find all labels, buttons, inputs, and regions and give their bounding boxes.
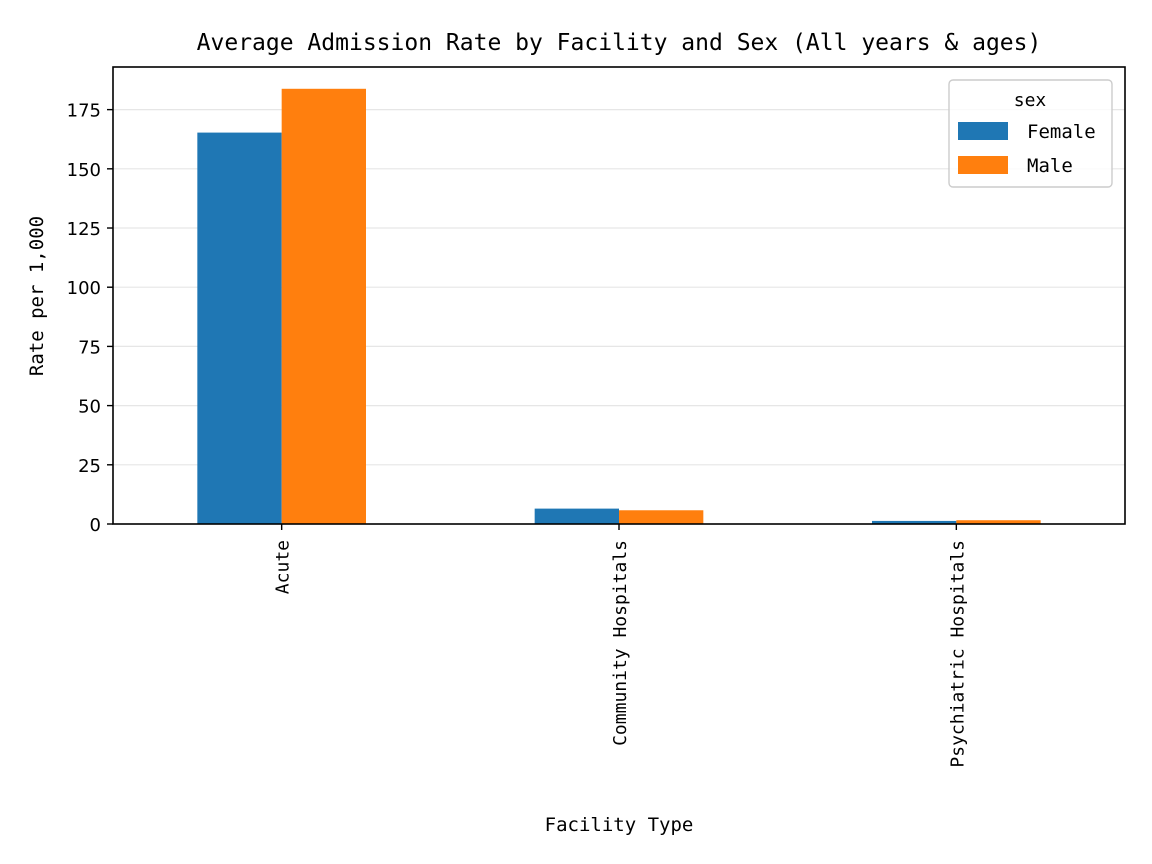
y-tick-label: 150 xyxy=(67,160,101,181)
bar-female-1 xyxy=(534,508,619,524)
y-tick-label: 125 xyxy=(67,219,101,240)
legend: sex Female Male xyxy=(948,79,1113,188)
x-tick-label: Psychiatric Hospitals xyxy=(947,540,968,768)
bar-male-1 xyxy=(619,510,704,524)
bars xyxy=(197,88,1041,524)
bar-female-0 xyxy=(197,132,282,524)
y-tick-label: 100 xyxy=(67,278,101,299)
y-tick-label: 75 xyxy=(78,337,101,358)
x-axis-label: Facility Type xyxy=(545,814,694,836)
plot-frame xyxy=(112,66,1126,525)
legend-label-female: Female xyxy=(1027,121,1096,143)
y-axis-ticks: 0 25 50 75 100 125 150 175 xyxy=(67,101,113,536)
y-axis-label: Rate per 1,000 xyxy=(26,216,48,376)
y-tick-label: 25 xyxy=(78,456,101,477)
legend-label-male: Male xyxy=(1027,155,1073,177)
x-axis-ticks: Acute Community Hospitals Psychiatric Hosp… xyxy=(273,524,968,768)
chart-title: Average Admission Rate by Facility and S… xyxy=(197,30,1042,56)
x-tick-label: Community Hospitals xyxy=(610,540,631,746)
legend-swatch-female xyxy=(958,122,1008,140)
y-tick-label: 175 xyxy=(67,101,101,122)
x-tick-label: Acute xyxy=(273,540,294,594)
y-tick-label: 0 xyxy=(90,515,101,536)
legend-title: sex xyxy=(1014,90,1047,111)
bar-male-0 xyxy=(281,88,366,524)
y-tick-label: 50 xyxy=(78,397,101,418)
bar-female-2 xyxy=(872,520,957,524)
bar-male-2 xyxy=(956,520,1041,524)
legend-swatch-male xyxy=(958,156,1008,174)
